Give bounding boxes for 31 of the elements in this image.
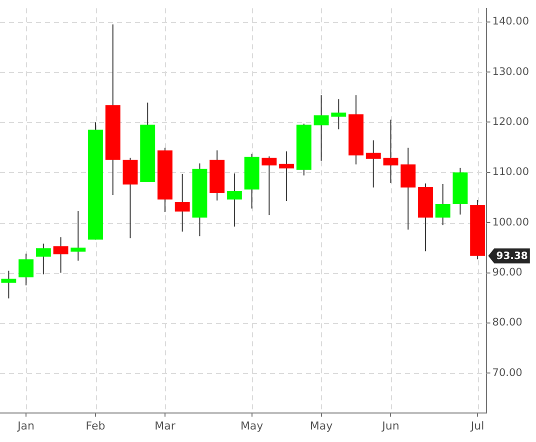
candlestick — [279, 150, 294, 202]
x-tick-label: May — [240, 419, 264, 432]
x-tick-label: Jun — [381, 419, 400, 432]
candlestick — [226, 172, 242, 228]
candlestick — [435, 183, 450, 226]
candlestick — [331, 98, 346, 130]
y-tick-label: 100.00 — [492, 216, 530, 228]
text: 93.38 — [496, 250, 528, 262]
x-tick-label: Mar — [154, 419, 176, 432]
candlestick — [1, 270, 16, 299]
candlestick — [174, 173, 190, 232]
y-tick-label: 110.00 — [492, 166, 530, 178]
candlestick — [366, 140, 381, 188]
y-tick-label: 80.00 — [492, 316, 522, 329]
y-tick-label: 120.00 — [492, 116, 530, 128]
y-tick-label: 130.00 — [492, 66, 530, 78]
x-tick-label: Jul — [470, 419, 484, 432]
candlestick — [383, 119, 398, 184]
candlestick — [18, 253, 34, 286]
x-tick-label: Jan — [16, 419, 35, 432]
y-tick-label: 90.00 — [492, 266, 522, 279]
candlestick — [70, 210, 86, 262]
candlestick — [262, 156, 277, 216]
y-tick-label: 140.00 — [492, 16, 530, 28]
candlestick — [53, 236, 68, 274]
candlestick — [36, 243, 51, 275]
x-tick-label: Feb — [86, 419, 106, 432]
candlestick — [314, 94, 329, 162]
candlestick — [400, 147, 416, 230]
x-tick-label: May — [310, 419, 334, 432]
y-tick-label: 70.00 — [492, 366, 522, 379]
